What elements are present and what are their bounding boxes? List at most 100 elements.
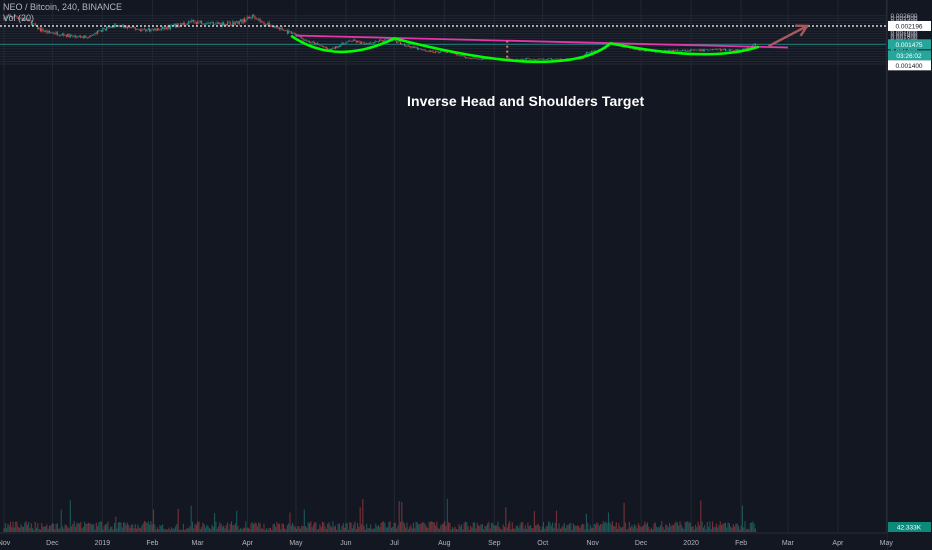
volume-bar <box>327 523 329 532</box>
volume-bar <box>198 521 200 532</box>
candle-body <box>259 19 261 22</box>
volume-bar <box>165 529 168 532</box>
volume-bar <box>393 523 395 532</box>
volume-bar <box>204 527 207 532</box>
volume-bar <box>494 525 496 532</box>
volume-bar <box>173 528 175 532</box>
volume-bar <box>319 524 321 532</box>
volume-bar <box>266 527 268 532</box>
volume-bar <box>59 528 61 532</box>
volume-bar <box>656 526 658 532</box>
candle-body <box>479 58 481 60</box>
candle-body <box>314 42 316 45</box>
volume-bar <box>541 526 543 532</box>
volume-bar <box>601 524 603 532</box>
candle-body <box>644 50 646 52</box>
volume-bar <box>28 522 30 532</box>
price-axis[interactable]: 0.0026000.0025000.0024000.0023000.002100… <box>886 0 932 550</box>
candle-body <box>704 49 706 52</box>
time-axis[interactable]: Nov Dec 2019 Feb Mar Apr May Jun Jul Aug Sep Oct Nov… <box>0 532 893 550</box>
candle-body <box>582 58 583 60</box>
volume-bar <box>419 523 421 532</box>
volume-bar <box>423 522 425 532</box>
time-tick-label: Mar <box>782 540 795 547</box>
candle-body <box>146 29 148 32</box>
volume-bar <box>167 529 169 532</box>
candle-body <box>17 17 19 19</box>
volume-bar <box>16 521 18 532</box>
volume-bar <box>163 528 165 532</box>
candle-body <box>747 47 749 49</box>
volume-bar <box>698 525 701 532</box>
candle-body <box>13 15 15 18</box>
candle-body <box>345 42 347 45</box>
volume-bar <box>572 523 574 532</box>
candle-body <box>112 27 114 28</box>
volume-bar <box>375 523 377 532</box>
candle-body <box>164 27 166 30</box>
candle-body <box>19 18 21 20</box>
candle-body <box>530 59 531 60</box>
candle-body <box>258 19 260 20</box>
volume-bar <box>250 523 252 532</box>
volume-bar <box>186 527 188 532</box>
volume-bar <box>357 523 359 532</box>
pattern-title-annotation[interactable]: Inverse Head and Shoulders Target <box>407 93 645 109</box>
candle-body <box>130 26 132 28</box>
volume-bar <box>669 522 671 532</box>
volume-bar <box>689 522 691 532</box>
volume-bar <box>292 522 294 532</box>
volume-bar <box>106 523 108 532</box>
pattern-drawings[interactable] <box>0 24 886 64</box>
volume-bar <box>43 526 45 532</box>
candle-body <box>124 25 126 28</box>
volume-bar <box>243 527 246 532</box>
volume-bar <box>345 523 347 532</box>
volume-bar <box>442 523 444 532</box>
candle-body <box>228 21 230 23</box>
volume-bar <box>133 528 135 532</box>
volume-bar <box>136 528 138 532</box>
candle-body <box>366 43 368 44</box>
candle-body <box>177 23 179 27</box>
volume-bar <box>344 527 346 532</box>
candle-body <box>232 21 234 26</box>
volume-bar <box>653 523 655 532</box>
candle-body <box>67 33 69 37</box>
candle-body <box>527 57 529 59</box>
candle-body <box>351 41 353 42</box>
candle-body <box>686 51 687 52</box>
candle-body <box>137 29 139 30</box>
candle-body <box>128 26 130 28</box>
candle-body <box>110 26 112 27</box>
volume-bar <box>371 529 373 532</box>
candle-body <box>520 59 522 60</box>
volume-bar <box>488 521 490 532</box>
volume-indicator-label[interactable]: Vol (20) <box>3 13 35 23</box>
candle-body <box>549 58 551 60</box>
symbol-info[interactable]: NEO / Bitcoin, 240, BINANCE <box>3 2 123 12</box>
candle-body <box>216 22 218 24</box>
candle-body <box>211 22 213 23</box>
volume-bar <box>596 522 598 532</box>
volume-bar <box>650 527 652 532</box>
volume-bar <box>273 523 275 532</box>
volume-bar <box>74 526 77 532</box>
candle-body <box>247 16 249 19</box>
volume-bar <box>637 523 639 532</box>
volume-bar <box>559 528 561 532</box>
candle-body <box>289 30 291 32</box>
candle-body <box>138 29 140 30</box>
candle-body <box>55 32 57 34</box>
candle-body <box>218 22 219 24</box>
candle-body <box>718 48 720 50</box>
volume-bar <box>87 522 90 532</box>
candle-body <box>385 38 387 40</box>
candle-body <box>368 42 370 45</box>
volume-bar <box>687 521 689 532</box>
volume-bar <box>581 523 584 532</box>
volume-bar <box>262 528 264 532</box>
candle-body <box>738 49 739 51</box>
volume-bar <box>303 509 305 532</box>
